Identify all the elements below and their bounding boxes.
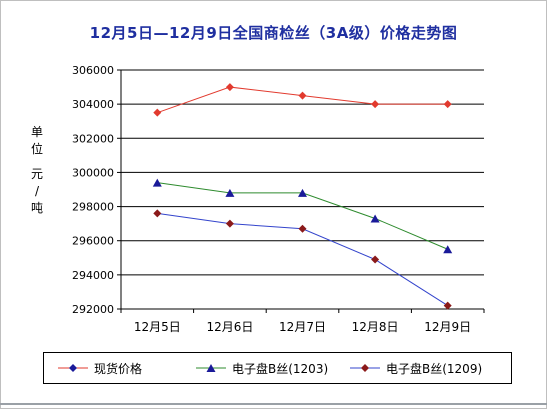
- data-point-series-3: [225, 219, 234, 228]
- data-point-series-1: [443, 100, 452, 109]
- data-point-series-2: [370, 214, 380, 223]
- chart-title: 12月5日—12月9日全国商检丝（3A级）价格走势图: [89, 24, 458, 42]
- y-axis-label-char: 元: [30, 167, 43, 181]
- legend-swatch-spot-price: [58, 364, 88, 372]
- y-tick-label: 302000: [72, 132, 114, 145]
- y-axis-label: 单 位 元 / 吨: [28, 124, 46, 217]
- legend: 现货价格 电子盘B丝(1203) 电子盘B丝(1209): [43, 352, 512, 384]
- legend-label: 电子盘B丝(1203): [232, 361, 329, 376]
- y-tick-label: 298000: [72, 201, 114, 214]
- legend-item-1209: 电子盘B丝(1209): [350, 353, 482, 383]
- data-point-series-1: [153, 108, 162, 117]
- legend-label: 电子盘B丝(1209): [386, 361, 483, 376]
- legend-item-spot-price: 现货价格: [58, 353, 142, 383]
- bottom-rule: [0, 403, 547, 405]
- data-point-series-2: [225, 188, 235, 197]
- legend-item-1203: 电子盘B丝(1203): [196, 353, 328, 383]
- data-point-series-3: [153, 209, 162, 218]
- data-point-series-2: [298, 188, 307, 197]
- y-axis-label-char: 单: [30, 125, 43, 139]
- series-line-1: [157, 86, 448, 114]
- legend-swatch-1203: [196, 364, 226, 372]
- data-point-series-3: [298, 224, 307, 233]
- y-tick-label: 292000: [72, 303, 114, 316]
- data-point-series-1: [225, 83, 234, 92]
- data-point-series-2: [443, 245, 453, 254]
- data-point-series-1: [371, 100, 380, 109]
- legend-label: 现货价格: [94, 361, 143, 376]
- y-tick-label: 294000: [72, 269, 114, 282]
- legend-swatch-1209: [350, 364, 380, 372]
- data-point-series-1: [298, 91, 307, 100]
- x-tick-label: 12月8日: [352, 320, 399, 334]
- data-point-series-3: [443, 301, 452, 310]
- x-tick-label: 12月7日: [279, 320, 326, 334]
- y-tick-label: 306000: [72, 64, 114, 77]
- data-point-series-3: [371, 255, 380, 264]
- y-axis-label-char: 位: [30, 142, 43, 156]
- y-tick-label: 304000: [72, 98, 114, 111]
- y-axis-label-char: /: [34, 184, 40, 198]
- y-tick-label: 296000: [72, 235, 114, 248]
- x-tick-label: 12月9日: [424, 320, 471, 334]
- x-tick-label: 12月5日: [134, 320, 181, 334]
- y-axis-label-char: 吨: [30, 201, 43, 215]
- x-tick-label: 12月6日: [206, 320, 253, 334]
- y-tick-label: 300000: [72, 166, 114, 179]
- data-point-series-2: [152, 178, 162, 187]
